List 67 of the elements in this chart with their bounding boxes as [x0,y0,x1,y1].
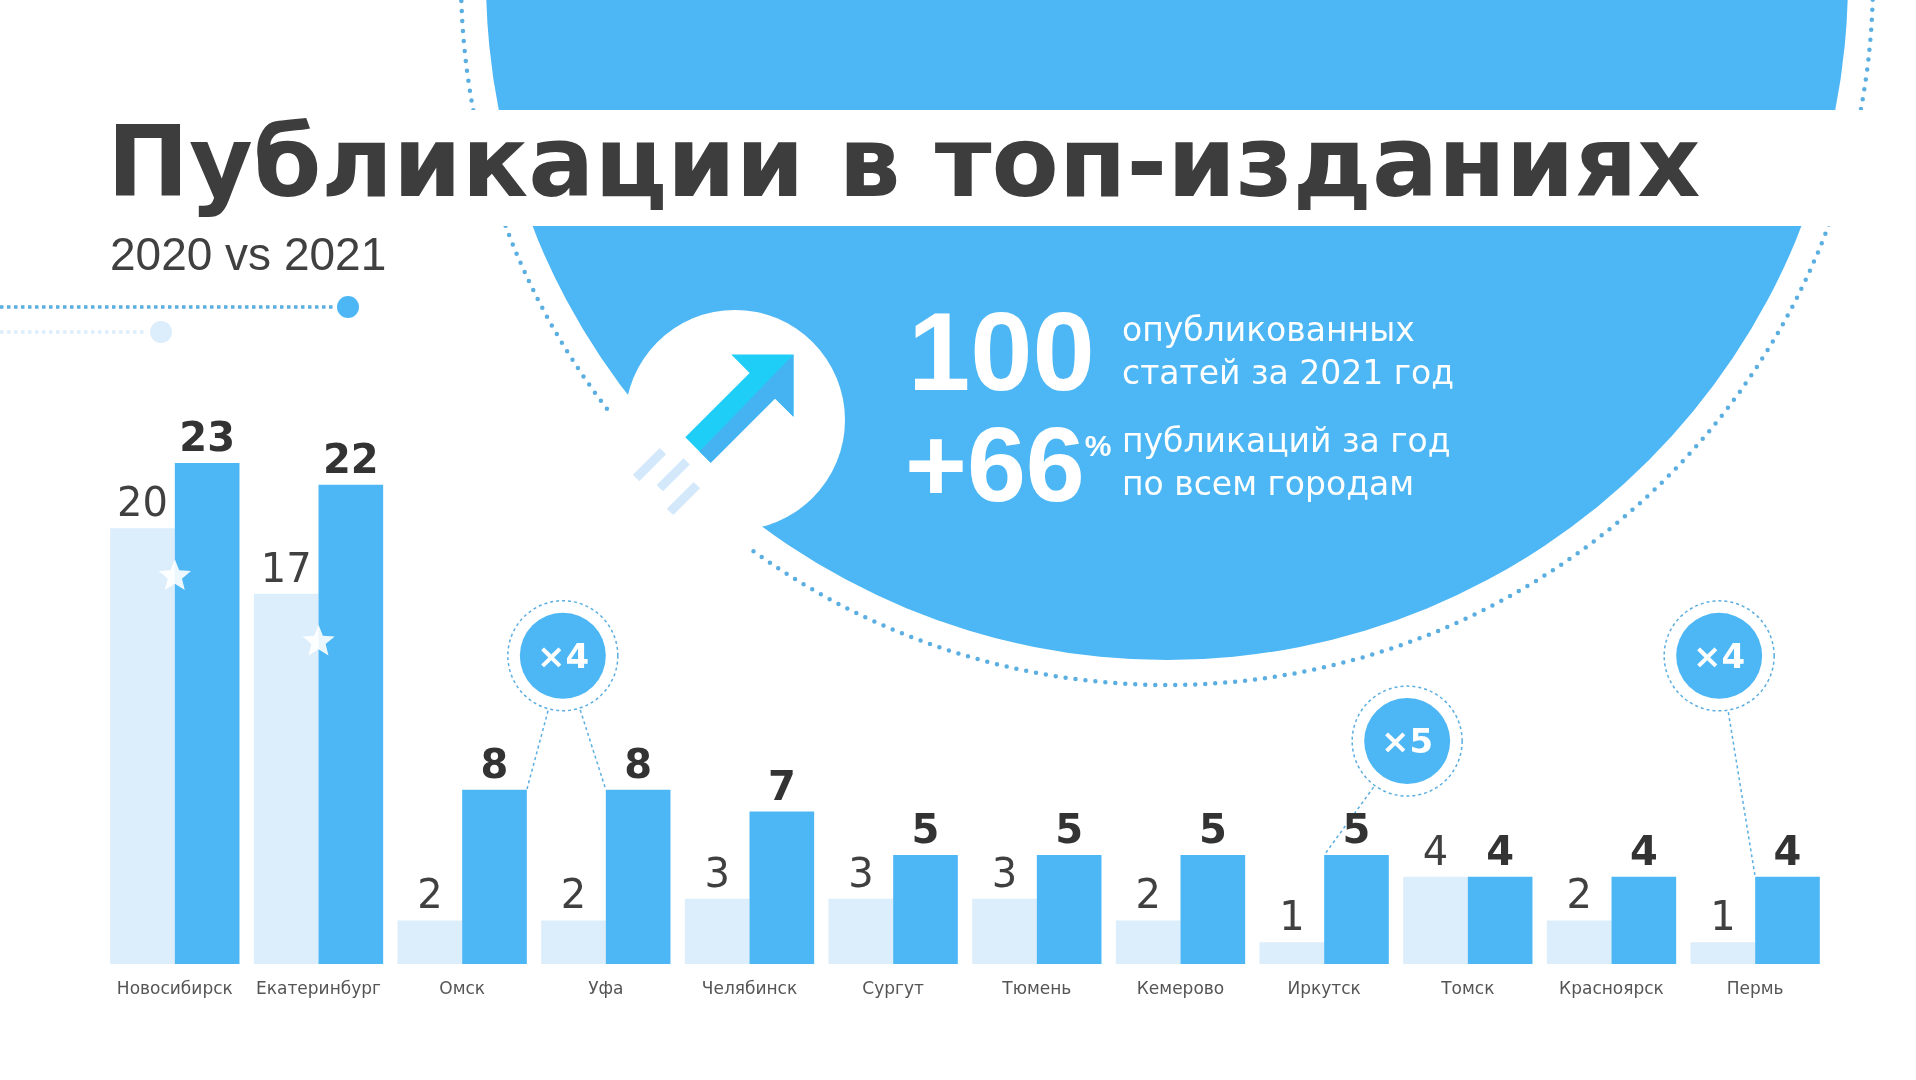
text: опубликованных статей за 2021 год [1122,310,1455,392]
data-label: 2 [417,871,443,918]
data-label: 8 [624,740,653,787]
bar [1180,855,1246,964]
annotation: ×4 [537,636,590,676]
data-label: 4 [1773,827,1802,874]
bar [1036,855,1102,964]
x-tick-label: Новосибирск [116,978,233,998]
bar [397,920,463,964]
bar [828,898,894,964]
bar [1115,920,1181,964]
x-tick-label: Кемерово [1136,978,1225,998]
data-label: 5 [1342,806,1371,853]
bar [749,811,815,964]
data-label: 5 [1055,806,1084,853]
data-label: 2 [1135,871,1161,918]
chart-subtitle: 2020 vs 2021 [110,228,387,280]
annotation: ×4 [1693,636,1746,676]
bar [1546,920,1612,964]
data-label: 4 [1629,827,1658,874]
bar [1403,876,1468,964]
x-tick-label: Екатеринбург [255,978,382,998]
data-label: 2 [1566,871,1592,918]
bar [605,789,671,964]
bar [1259,942,1325,964]
x-tick-label: Тюмень [1001,978,1072,998]
bar [684,898,750,964]
x-tick-label: Сургут [862,978,925,998]
annotation: ×5 [1381,721,1434,761]
bar [541,920,606,964]
data-label: 4 [1422,827,1449,874]
data-label: 22 [322,435,379,482]
bar [893,855,958,964]
data-label: 5 [911,806,940,853]
bar [1467,876,1533,964]
bar [972,898,1037,964]
annotation: публикаций за год по всем городам [1122,421,1451,503]
bar [1611,876,1677,964]
bar [253,593,319,964]
data-label: 23 [179,414,235,460]
bar [1324,855,1389,964]
data-label: 3 [848,849,874,896]
x-tick-label: Уфа [588,978,624,998]
data-label: 1 [1710,893,1736,940]
data-label: 20 [117,479,168,526]
data-label: 3 [704,849,730,896]
chart-title: Публикации в топ-изданиях [107,105,1701,220]
data-label: 8 [480,740,509,787]
data-label: 7 [767,762,796,809]
bar [174,463,240,964]
x-tick-label: Челябинск [701,978,798,998]
x-tick-label: Пермь [1726,978,1784,998]
bar [1755,876,1820,964]
data-label: 3 [991,849,1018,896]
bar [1690,942,1756,964]
x-tick-label: Красноярск [1559,978,1664,998]
x-tick-label: Иркутск [1287,978,1361,998]
data-label: 1 [1279,893,1305,940]
bar [462,789,527,964]
data-label: 5 [1198,806,1227,853]
bar [318,484,384,964]
x-tick-label: Томск [1440,978,1495,998]
x-tick-label: Омск [439,978,486,998]
data-label: 4 [1486,827,1515,874]
data-label: 2 [560,871,587,918]
data-label: 17 [260,544,312,591]
bar [110,528,175,964]
